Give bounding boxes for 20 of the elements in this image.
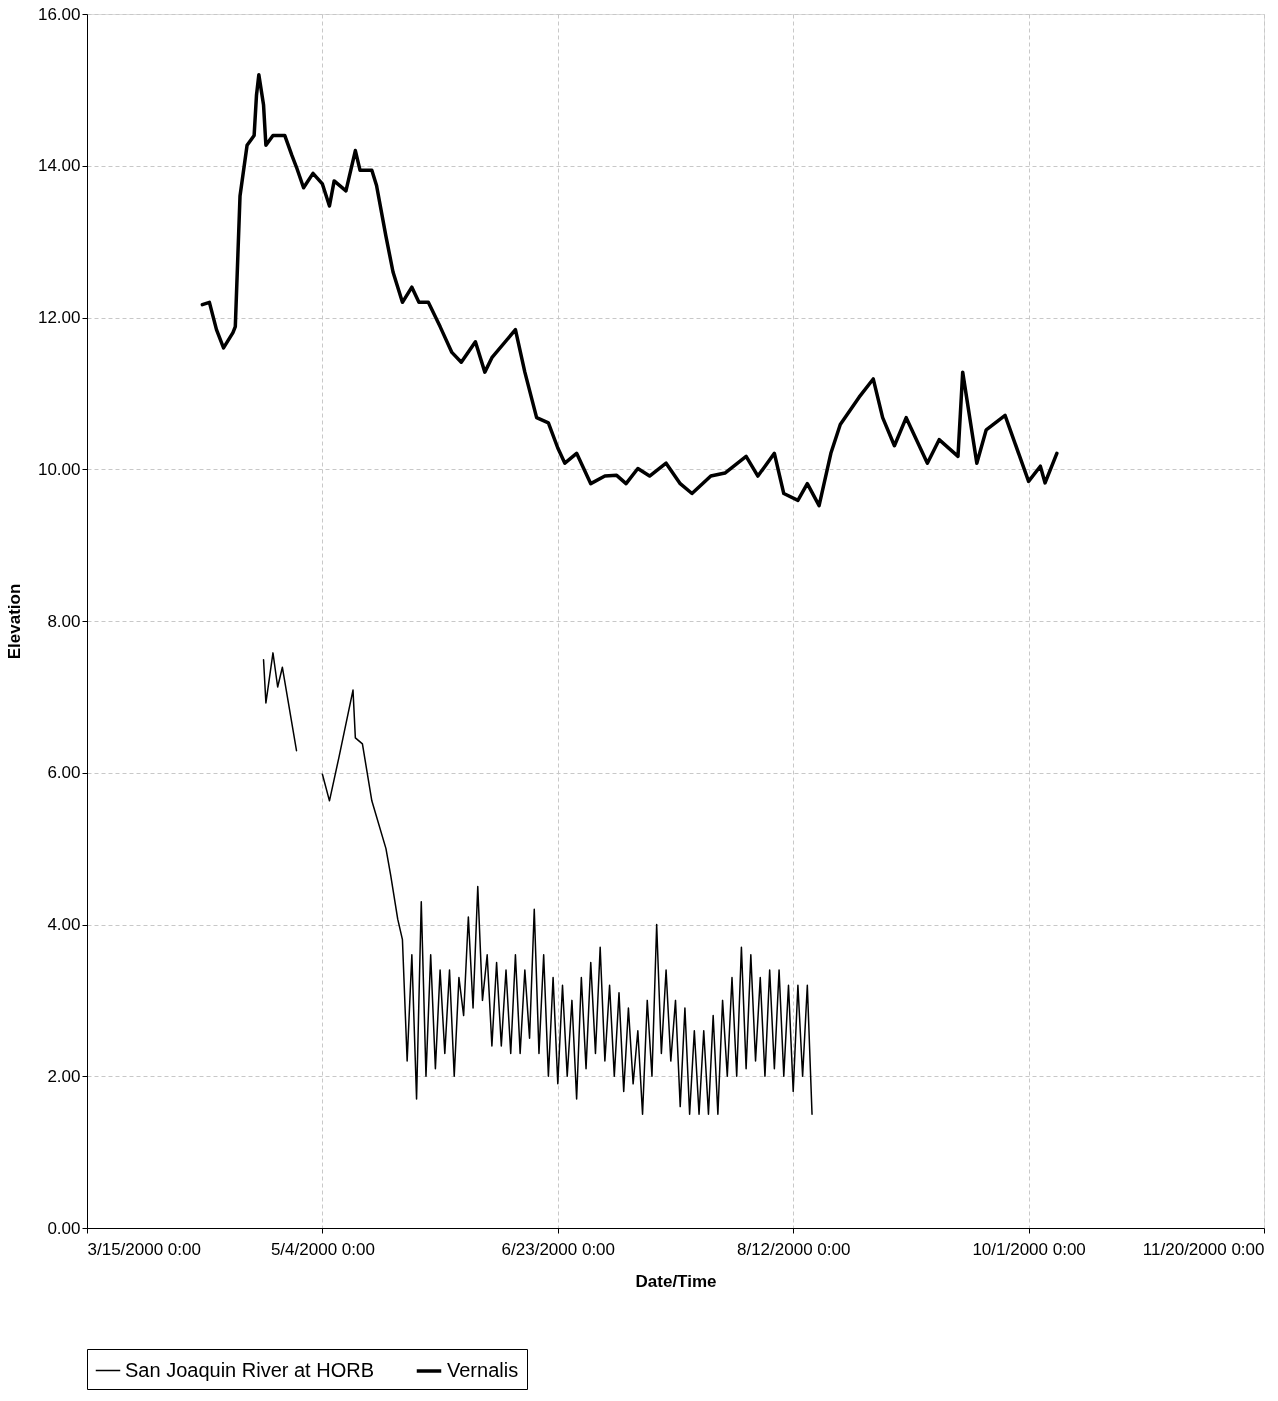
y-tick-label: 0.00 [47, 1218, 81, 1238]
x-axis-title: Date/Time [635, 1271, 717, 1291]
x-tick-label: 11/20/2000 0:00 [1142, 1239, 1265, 1259]
x-tick-label: 6/23/2000 0:00 [501, 1239, 616, 1259]
y-tick-label: 4.00 [47, 915, 81, 934]
y-tick-label: 6.00 [47, 763, 81, 783]
line-series [200, 72, 1059, 508]
y-tick-label: 8.00 [47, 611, 81, 631]
y-tick-label: 12.00 [37, 308, 81, 327]
y-tick-label: 10.00 [37, 459, 81, 479]
legend-label: Vernalis [447, 1359, 519, 1381]
y-tick-label: 14.00 [37, 156, 81, 176]
x-tick-label: 5/4/2000 0:00 [270, 1239, 375, 1259]
x-tick-label: 10/1/2000 0:00 [972, 1239, 1086, 1259]
x-tick-label: 8/12/2000 0:00 [736, 1239, 851, 1259]
legend-label: San Joaquin River at HORB [125, 1358, 375, 1381]
y-axis-title: Elevation [4, 583, 24, 660]
y-tick-label: 16.00 [37, 4, 81, 24]
x-tick-label: 3/15/2000 0:00 [87, 1239, 201, 1259]
y-tick-label: 2.00 [47, 1066, 81, 1086]
